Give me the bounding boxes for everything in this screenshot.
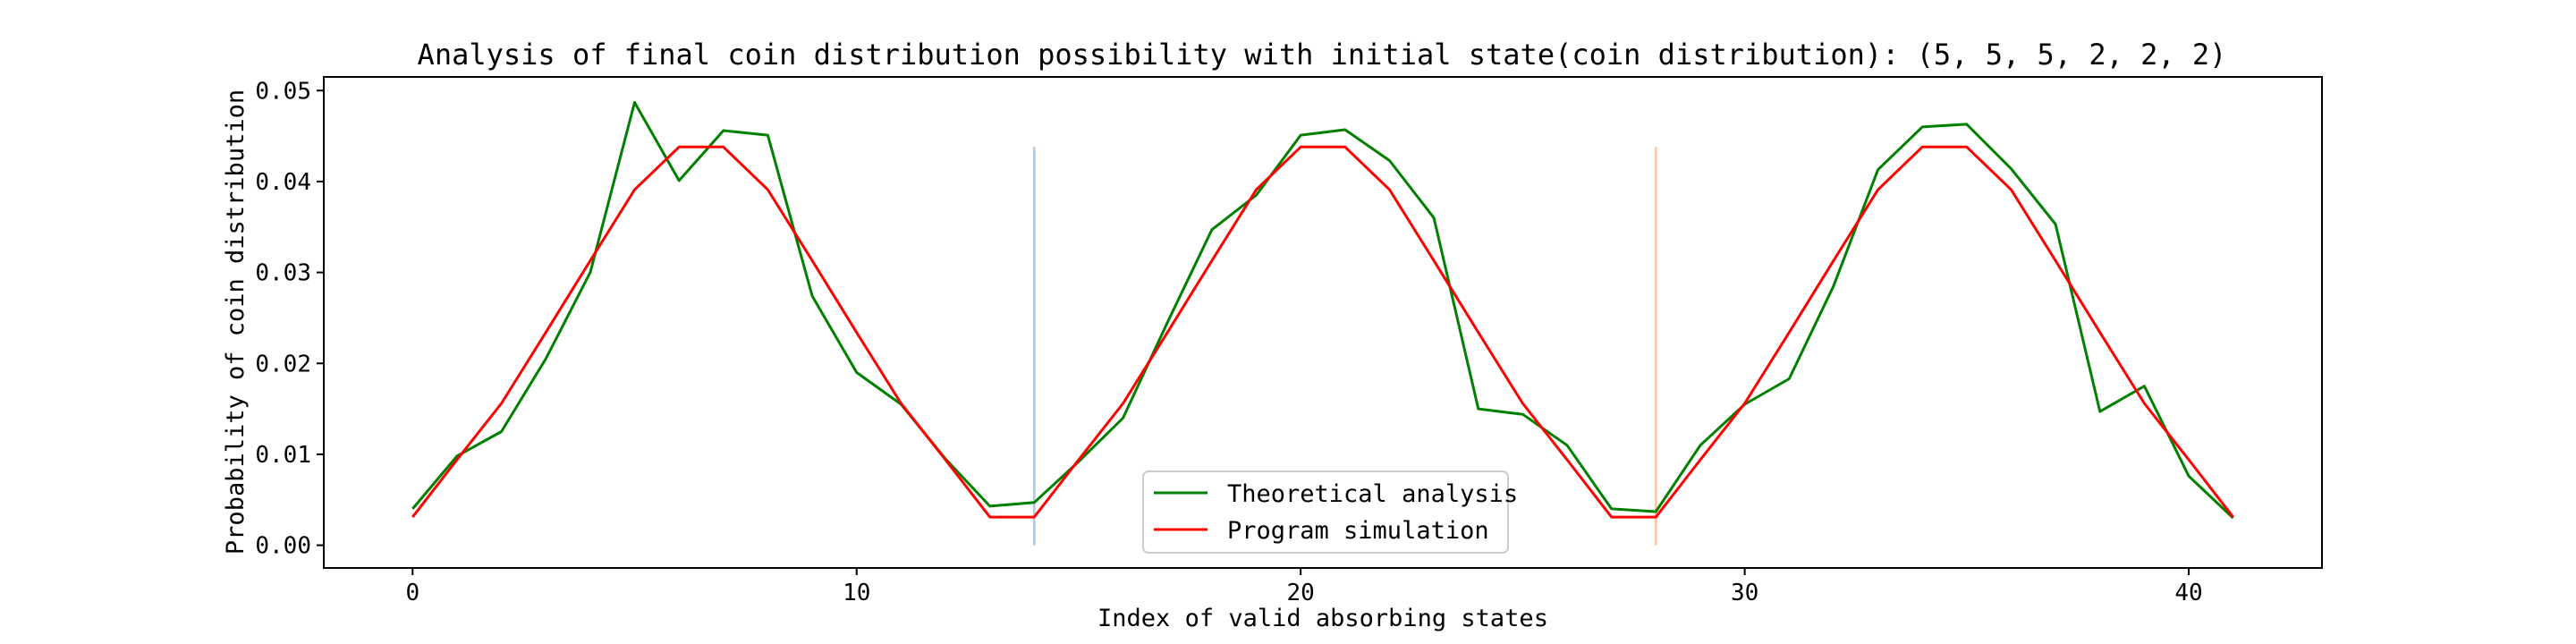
- tick-layer: 0 10 20 30 40 0.00 0.01 0.02 0.03 0.04 0.05: [255, 78, 2202, 606]
- y-tick-label: 0.03: [255, 260, 311, 287]
- legend: Theoretical analysis Program simulation: [1142, 470, 1518, 554]
- legend-label-simulation: Program simulation: [1227, 517, 1489, 545]
- y-tick-label: 0.02: [255, 351, 311, 377]
- y-tick-label: 0.04: [255, 169, 311, 196]
- legend-label-theoretical: Theoretical analysis: [1227, 480, 1518, 508]
- x-tick-label: 30: [1731, 580, 1758, 606]
- axes-frame: [323, 76, 2323, 569]
- x-tick-label: 20: [1287, 580, 1315, 606]
- plot-area: [411, 101, 2234, 546]
- x-axis-label: Index of valid absorbing states: [1097, 605, 1548, 632]
- x-tick-label: 10: [843, 580, 870, 606]
- legend-box: [1142, 470, 1509, 554]
- x-tick-label: 40: [2174, 580, 2202, 606]
- y-tick-label: 0.01: [255, 442, 311, 469]
- chart-title: Analysis of final coin distribution poss…: [418, 38, 2227, 72]
- y-axis-label: Probability of coin distribution: [222, 89, 250, 555]
- x-tick-label: 0: [405, 580, 419, 606]
- y-tick-label: 0.05: [255, 78, 311, 105]
- y-tick-label: 0.00: [255, 533, 311, 560]
- series-line-theoretical: [411, 101, 2234, 520]
- series-line-simulation: [411, 145, 2234, 519]
